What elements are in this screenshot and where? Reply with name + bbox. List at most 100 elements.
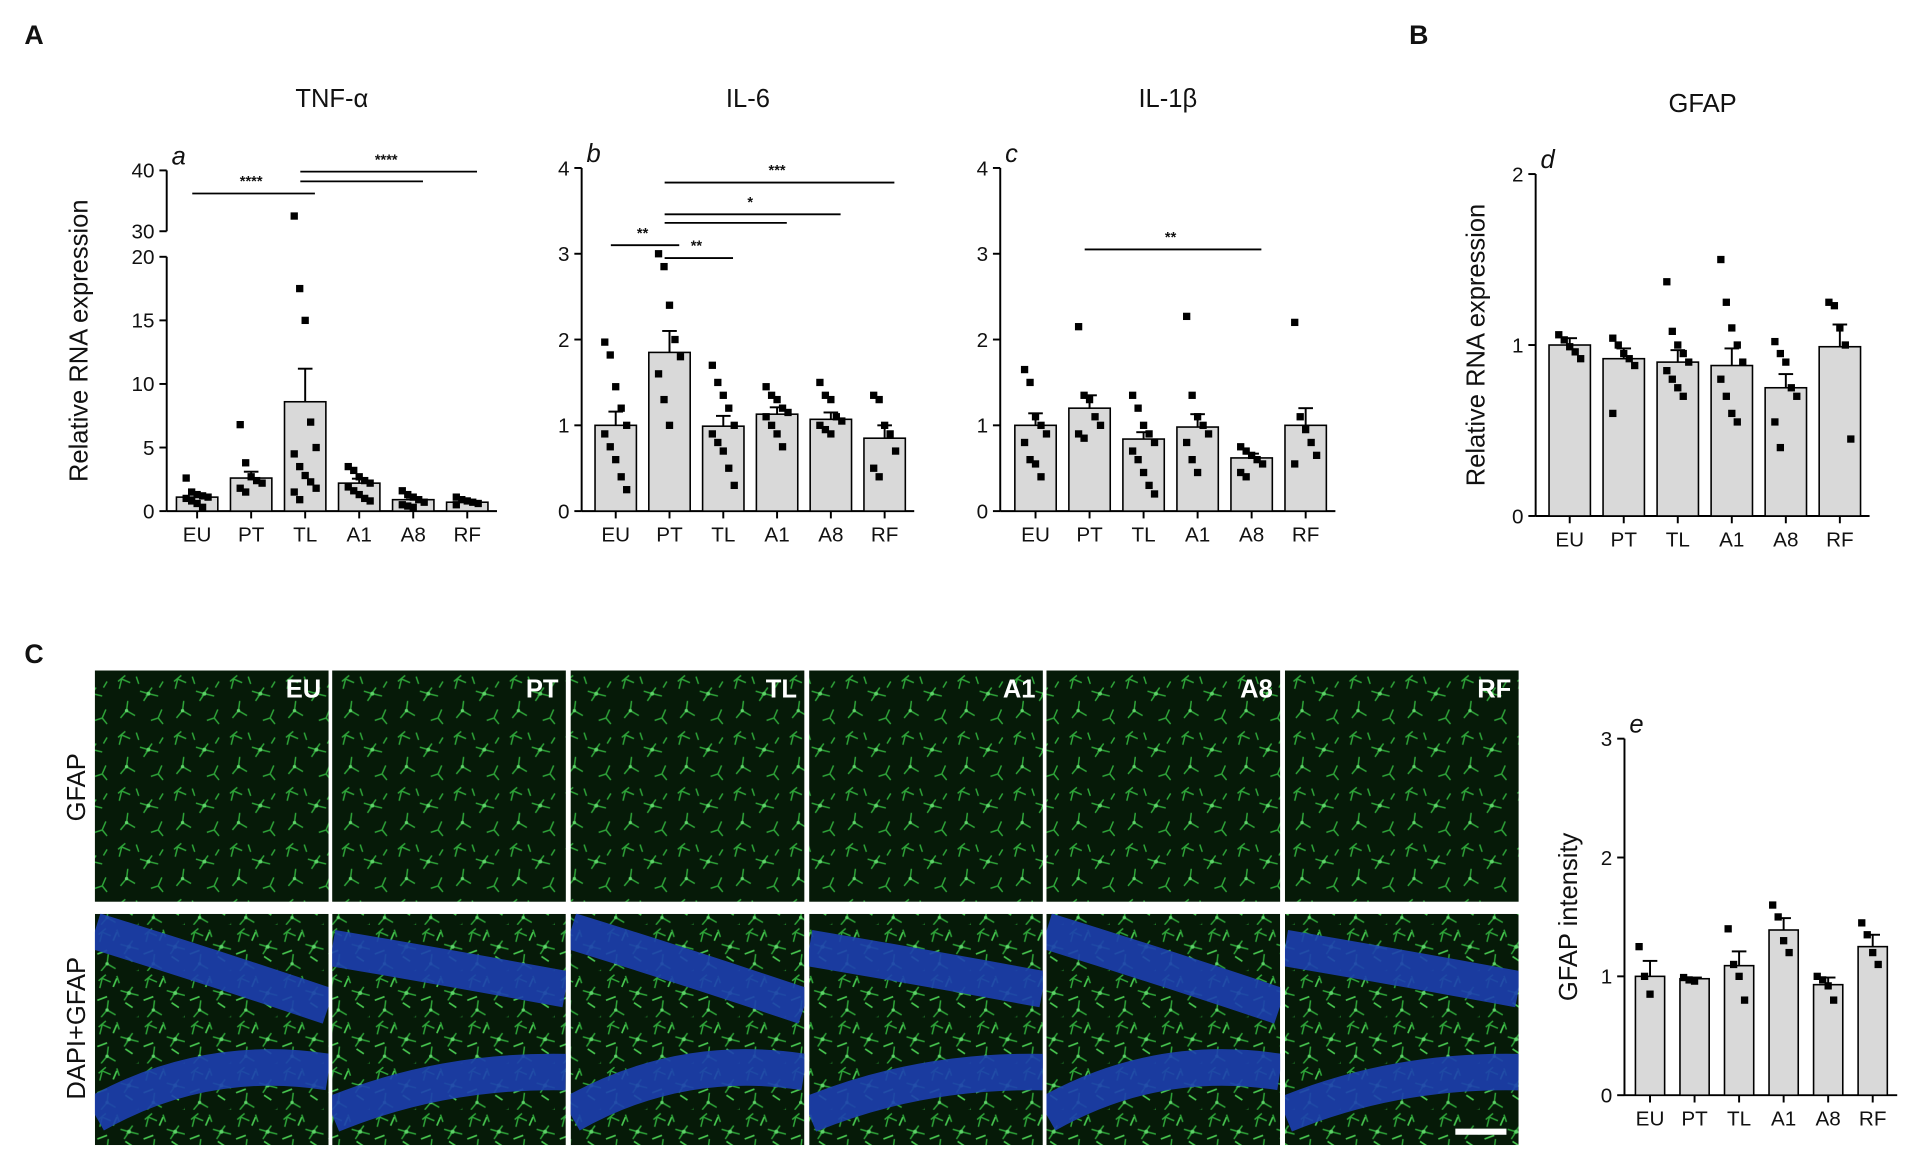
bar	[1602, 357, 1646, 517]
data-point	[1566, 343, 1574, 351]
data-point	[767, 391, 776, 399]
panel-label: B	[1409, 20, 1428, 50]
y-tick-label: 1	[977, 415, 989, 438]
data-point	[366, 479, 374, 487]
data-point	[1663, 278, 1671, 286]
bar	[1014, 424, 1058, 512]
data-point	[1139, 421, 1148, 429]
data-point	[1774, 913, 1782, 921]
data-point	[182, 474, 190, 482]
nuclei-band	[94, 913, 329, 1024]
x-tick-label: PT	[1076, 524, 1103, 547]
data-point	[778, 443, 787, 451]
data-point	[258, 479, 266, 487]
y-tick-label: 0	[558, 500, 570, 523]
micrograph	[94, 913, 329, 1146]
data-point	[409, 503, 417, 511]
data-point	[290, 450, 298, 458]
x-tick-label: A1	[1771, 1108, 1796, 1131]
data-point	[1620, 349, 1628, 358]
data-point	[606, 443, 614, 451]
data-point	[1247, 451, 1256, 460]
data-point	[1134, 404, 1142, 412]
data-point	[1560, 336, 1568, 344]
nuclei-band	[94, 1049, 329, 1131]
micrograph	[809, 913, 1043, 1146]
data-point	[1685, 976, 1693, 984]
data-point	[1188, 455, 1196, 464]
data-point	[204, 493, 212, 501]
chart-title: TNF-α	[295, 85, 368, 113]
data-point	[182, 494, 190, 503]
data-point	[1145, 481, 1153, 490]
image-label: EU	[286, 675, 322, 703]
data-point	[252, 476, 261, 485]
micrograph	[570, 913, 805, 1146]
data-point	[1679, 973, 1688, 982]
data-point	[198, 492, 207, 500]
data-point	[767, 421, 776, 429]
x-tick-label: A1	[1719, 528, 1744, 551]
data-point	[665, 421, 674, 429]
data-point	[296, 284, 304, 293]
x-tick-label: A8	[401, 524, 426, 547]
data-point	[188, 497, 196, 505]
data-point	[1740, 996, 1749, 1004]
bar	[1284, 424, 1328, 512]
data-point	[676, 353, 685, 361]
x-tick-label: EU	[601, 524, 630, 547]
data-point	[1609, 334, 1617, 342]
data-point	[617, 473, 625, 481]
chart-title: IL-6	[726, 85, 770, 113]
x-tick-label: RF	[1859, 1108, 1887, 1131]
x-tick-label: A1	[347, 524, 372, 547]
data-point	[193, 499, 201, 508]
bar	[1812, 983, 1844, 1096]
data-point	[1253, 455, 1261, 464]
bar	[1723, 964, 1755, 1096]
data-point	[1717, 255, 1725, 264]
data-point	[1733, 341, 1741, 349]
data-point	[1080, 391, 1088, 399]
data-point	[1026, 455, 1034, 464]
data-point	[1188, 391, 1196, 399]
data-point	[409, 493, 417, 501]
data-point	[1193, 468, 1202, 477]
y-tick-label: 2	[977, 329, 989, 352]
data-point	[296, 462, 304, 471]
y-tick-label: 0	[1512, 505, 1524, 528]
data-point	[821, 391, 830, 399]
y-tick-label: 0	[977, 500, 989, 523]
data-point	[1685, 358, 1693, 366]
panel-letter: d	[1541, 146, 1556, 174]
data-point	[1722, 392, 1730, 400]
micrograph	[332, 913, 566, 1146]
data-point	[1787, 384, 1795, 392]
data-point	[1074, 430, 1083, 438]
data-point	[730, 481, 738, 490]
data-point	[1074, 323, 1083, 331]
image-label: A1	[1003, 675, 1036, 703]
y-tick-label: 20	[132, 246, 155, 269]
data-point	[1728, 324, 1736, 332]
y-tick-label: 1	[1601, 966, 1613, 989]
data-point	[1291, 318, 1299, 327]
y-tick-label: 4	[558, 157, 570, 180]
data-point	[654, 250, 663, 258]
data-point	[301, 471, 309, 480]
data-point	[1199, 421, 1207, 429]
data-point	[1242, 447, 1250, 455]
x-tick-label: TL	[293, 524, 317, 547]
data-point	[725, 464, 733, 472]
y-tick-label: 15	[132, 310, 155, 333]
data-point	[827, 395, 835, 404]
data-point	[1646, 990, 1654, 998]
data-point	[708, 361, 716, 369]
y-tick-label: 0	[1601, 1084, 1613, 1107]
y-axis-label: Relative RNA expression	[66, 199, 94, 482]
data-point	[1824, 982, 1832, 990]
nuclei-band	[809, 929, 1043, 1008]
image-label: PT	[526, 675, 559, 703]
bar	[1768, 929, 1800, 1096]
data-point	[1847, 435, 1855, 443]
